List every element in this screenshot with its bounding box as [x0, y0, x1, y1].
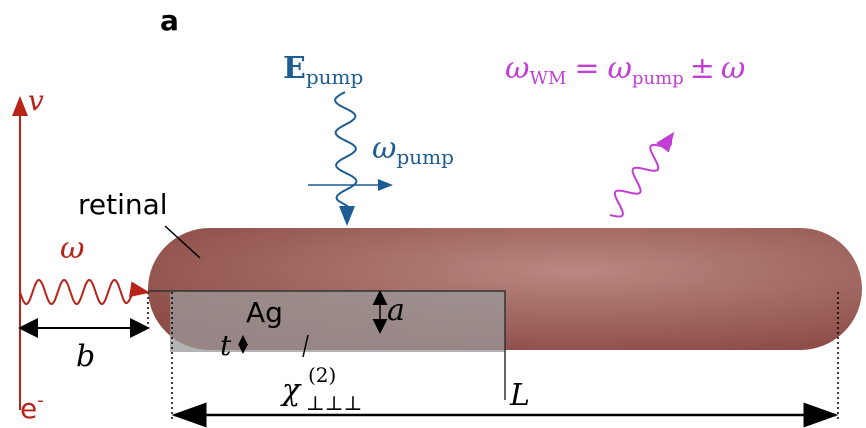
length-label: L: [509, 378, 530, 413]
wm-rhs-subscript: pump: [632, 68, 684, 89]
velocity-label: v: [28, 84, 44, 117]
electron-symbol: e: [20, 392, 37, 425]
silver-label: Ag: [246, 296, 283, 329]
pump-frequency-subscript: pump: [396, 145, 453, 169]
chi-symbol: χ: [280, 373, 302, 408]
diagram: a v e- ω b retinal Ag a t χ(2) ⊥⊥⊥ L Epum…: [0, 0, 866, 428]
wave-mixing-label: ωWM=ωpump±ω: [505, 51, 745, 89]
wm-operator: ±: [690, 51, 715, 86]
pump-wave: [335, 92, 356, 222]
t-label: t: [220, 329, 232, 362]
susceptibility-label: χ(2) ⊥⊥⊥: [280, 363, 362, 415]
pump-field-symbol: E: [283, 51, 306, 86]
electron-charge: -: [37, 390, 44, 411]
retinal-label: retinal: [78, 188, 168, 221]
pump-frequency-label: ωpump: [372, 131, 454, 169]
electron-label: e-: [20, 390, 44, 425]
panel-label: a: [160, 4, 179, 37]
a-label: a: [387, 293, 405, 328]
pump-field-label: Epump: [283, 51, 363, 89]
chi-superscript: (2): [308, 363, 336, 387]
emitted-wave: [610, 135, 672, 217]
wm-rhs: ω: [608, 51, 632, 86]
electron-wave: [20, 280, 146, 304]
electron-frequency: ω: [60, 231, 84, 266]
pump-frequency-symbol: ω: [372, 131, 396, 166]
wm-last: ω: [721, 51, 745, 86]
b-label: b: [76, 339, 95, 374]
chi-subscript: ⊥⊥⊥: [306, 391, 362, 415]
wm-equals: =: [574, 51, 599, 86]
wm-lhs: ω: [505, 51, 529, 86]
wm-lhs-subscript: WM: [529, 68, 566, 89]
pump-field-subscript: pump: [306, 65, 363, 89]
